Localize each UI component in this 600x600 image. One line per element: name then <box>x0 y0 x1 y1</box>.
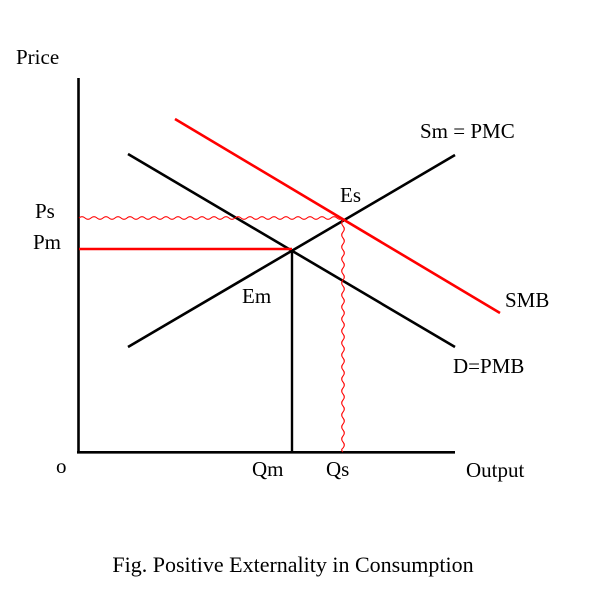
origin-label: o <box>56 454 67 478</box>
social-price-label: Ps <box>35 199 55 223</box>
market-price-label: Pm <box>33 230 62 254</box>
smb-curve-label: SMB <box>505 288 550 312</box>
supply-curve-label: Sm = PMC <box>420 119 515 143</box>
social-equilibrium-label: Es <box>340 183 361 207</box>
market-equilibrium-label: Em <box>242 284 272 308</box>
smb-curve-line <box>174 117 501 315</box>
demand-curve-label: D=PMB <box>453 354 525 378</box>
x-axis-label: Output <box>466 458 525 482</box>
social-quantity-guide-line <box>341 219 345 453</box>
social-price-guide-line <box>78 216 344 220</box>
y-axis-label: Price <box>16 45 60 69</box>
market-quantity-label: Qm <box>252 457 284 481</box>
figure-caption: Fig. Positive Externality in Consumption <box>112 552 474 577</box>
social-quantity-label: Qs <box>326 457 350 481</box>
